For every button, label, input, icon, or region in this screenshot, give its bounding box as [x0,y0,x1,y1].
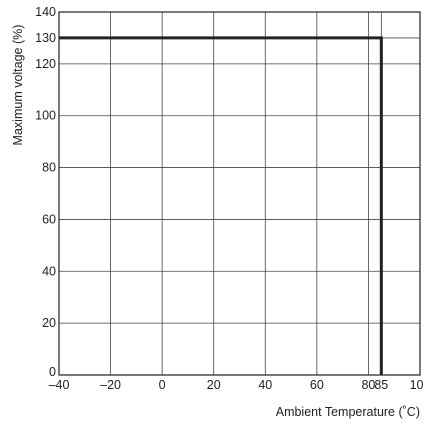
grid-lines [58,11,421,376]
y-tick-label: 0 [49,365,56,379]
y-tick-labels: 0 20 40 60 80 100 120 130 140 [35,5,56,379]
x-tick-label: 60 [310,378,324,392]
y-tick-label: 40 [42,264,56,278]
y-tick-label: 60 [42,212,56,226]
series-line [59,36,383,375]
y-tick-label: 20 [42,316,56,330]
x-axis-title: Ambient Temperature (˚C) [276,405,420,419]
y-axis-title: Maximum voltage (%) [11,25,25,146]
y-tick-label: 140 [35,5,56,19]
x-tick-label: 80 [361,378,375,392]
y-tick-label: 80 [42,161,56,175]
y-tick-label: 100 [35,109,56,123]
x-tick-label: 40 [258,378,272,392]
y-tick-label: 120 [35,57,56,71]
x-tick-label: 85 [374,378,388,392]
plot-frame [58,11,421,376]
series-layer [59,36,383,375]
x-tick-label: –40 [49,378,70,392]
x-tick-label: 100 [410,378,424,392]
x-tick-label: 0 [159,378,166,392]
x-tick-label: 20 [207,378,221,392]
x-tick-label: –20 [100,378,121,392]
y-tick-label: 130 [35,31,56,45]
